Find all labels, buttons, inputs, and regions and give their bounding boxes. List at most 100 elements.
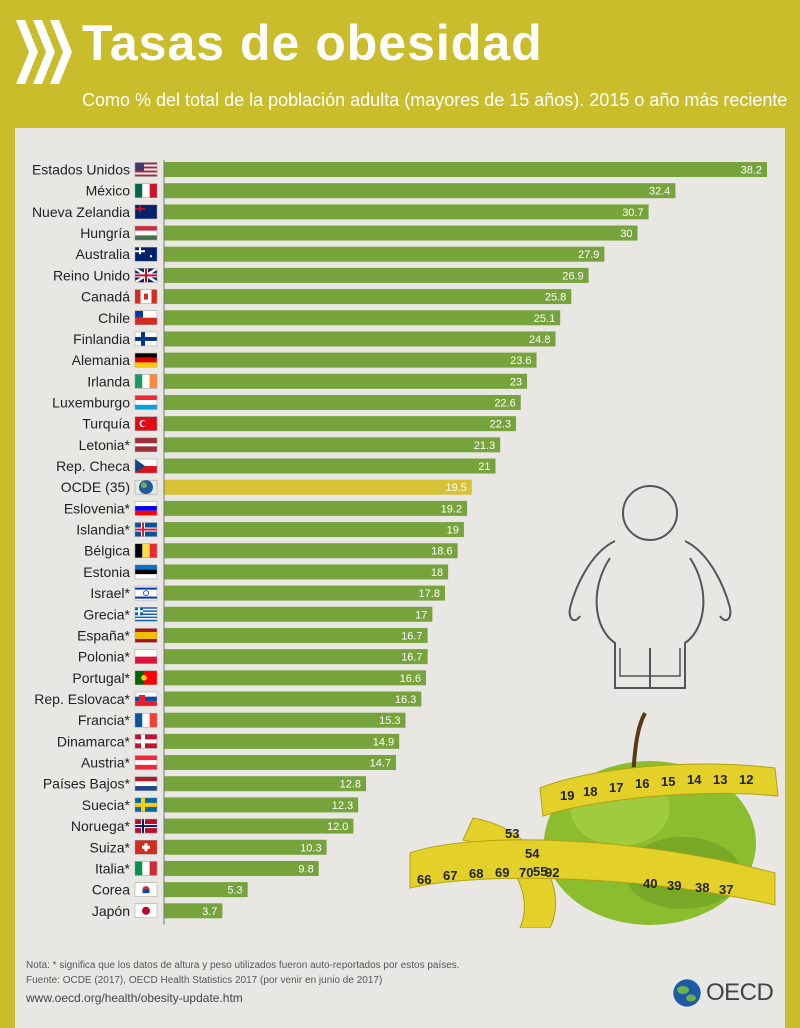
country-flag-icon (134, 670, 158, 686)
oecd-average-bar (164, 479, 472, 495)
value-label: 16.6 (400, 673, 421, 685)
bar (164, 267, 589, 283)
country-flag-icon (134, 712, 158, 728)
category-label: Países Bajos* (43, 776, 131, 792)
category-label: Irlanda (87, 373, 130, 389)
category-label: Suiza* (90, 839, 131, 855)
value-label: 19.2 (441, 503, 462, 515)
category-label: Canadá (81, 289, 130, 305)
bar (164, 246, 605, 262)
country-flag-icon (134, 479, 158, 495)
source-url-link[interactable]: www.oecd.org/health/obesity-update.htm (26, 991, 243, 1005)
chart-panel: 19 18 17 16 15 14 13 12 66 67 68 69 70 9… (15, 128, 785, 1028)
value-label: 9.8 (298, 863, 313, 875)
category-label: Corea (92, 882, 130, 898)
country-flag-icon (134, 204, 158, 220)
country-flag-icon (134, 267, 158, 284)
category-label: Chile (98, 310, 130, 326)
country-flag-icon (134, 458, 158, 474)
bar (164, 649, 428, 665)
country-flag-icon (134, 903, 158, 919)
bar (164, 818, 354, 834)
category-label: Grecia* (83, 606, 130, 622)
category-label: Islandia* (76, 522, 130, 538)
bar (164, 903, 223, 919)
country-flag-icon (134, 310, 158, 326)
bar (164, 416, 517, 432)
value-label: 23.6 (510, 355, 531, 367)
bar (164, 882, 248, 898)
tape-number: 68 (469, 866, 483, 881)
tape-number: 70 (519, 865, 533, 880)
category-label: Austria* (81, 755, 131, 771)
bar (164, 225, 638, 241)
value-label: 3.7 (202, 906, 217, 918)
bar (164, 331, 556, 347)
country-flag-icon (134, 797, 158, 813)
category-label: Turquía (82, 416, 130, 432)
bars-layer: Estados Unidos 38.2 México 32.4 Nueva Zeland… (32, 160, 767, 925)
category-label: Dinamarca* (57, 733, 131, 749)
country-flag-icon (134, 374, 158, 389)
category-label: Letonia* (79, 437, 131, 453)
value-label: 19.5 (445, 482, 466, 494)
value-label: 23 (510, 376, 522, 388)
bar (164, 627, 428, 643)
tape-number: 92 (545, 865, 559, 880)
value-label: 25.1 (534, 313, 555, 325)
bar (164, 437, 501, 453)
category-label: Estados Unidos (32, 162, 130, 178)
category-label: Finlandia (73, 331, 130, 347)
country-flag-icon (134, 564, 158, 580)
obese-figure-icon (568, 485, 732, 689)
tape-number: 55 (533, 864, 547, 879)
tape-number: 66 (417, 872, 431, 887)
category-label: Luxemburgo (52, 394, 130, 410)
chevrons-icon (16, 20, 72, 84)
category-label: México (86, 183, 131, 199)
category-label: Israel* (90, 585, 130, 601)
tape-number: 16 (635, 776, 649, 791)
country-flag-icon (134, 162, 158, 177)
bar (164, 543, 458, 559)
category-label: Noruega* (71, 818, 131, 834)
category-label: Rep. Eslovaca* (34, 691, 130, 707)
bar (164, 352, 537, 368)
value-label: 30 (620, 228, 632, 240)
bar (164, 373, 528, 389)
category-label: Australia (76, 246, 131, 262)
category-label: Francia* (78, 712, 131, 728)
value-label: 30.7 (622, 207, 643, 219)
country-flag-icon (134, 183, 158, 198)
tape-number: 37 (719, 882, 733, 897)
country-flag-icon (134, 818, 158, 834)
value-label: 5.3 (227, 885, 242, 897)
bar (164, 162, 767, 177)
tape-number: 69 (495, 865, 509, 880)
globe-icon (672, 978, 702, 1008)
bar (164, 776, 367, 792)
category-label: Eslovenia* (64, 500, 131, 516)
value-label: 22.3 (490, 419, 511, 431)
value-label: 14.7 (370, 758, 391, 770)
value-label: 16.3 (395, 694, 416, 706)
bar (164, 670, 427, 686)
tape-number: 14 (687, 772, 702, 787)
category-label: Polonia* (78, 649, 131, 665)
bar (164, 691, 422, 707)
country-flag-icon (134, 225, 158, 241)
notes: Nota: * significa que los datos de altur… (26, 958, 460, 1006)
bar (164, 755, 397, 771)
country-flag-icon (134, 352, 158, 368)
bar (164, 712, 406, 728)
value-label: 22.6 (494, 397, 515, 409)
bar (164, 733, 400, 749)
country-flag-icon (134, 501, 158, 516)
tape-number: 67 (443, 868, 457, 883)
value-label: 26.9 (562, 270, 583, 282)
bar (164, 289, 572, 305)
value-label: 21.3 (474, 440, 495, 452)
apple-tape-illustration: 19 18 17 16 15 14 13 12 66 67 68 69 70 9… (409, 712, 779, 928)
value-label: 16.7 (401, 652, 422, 664)
